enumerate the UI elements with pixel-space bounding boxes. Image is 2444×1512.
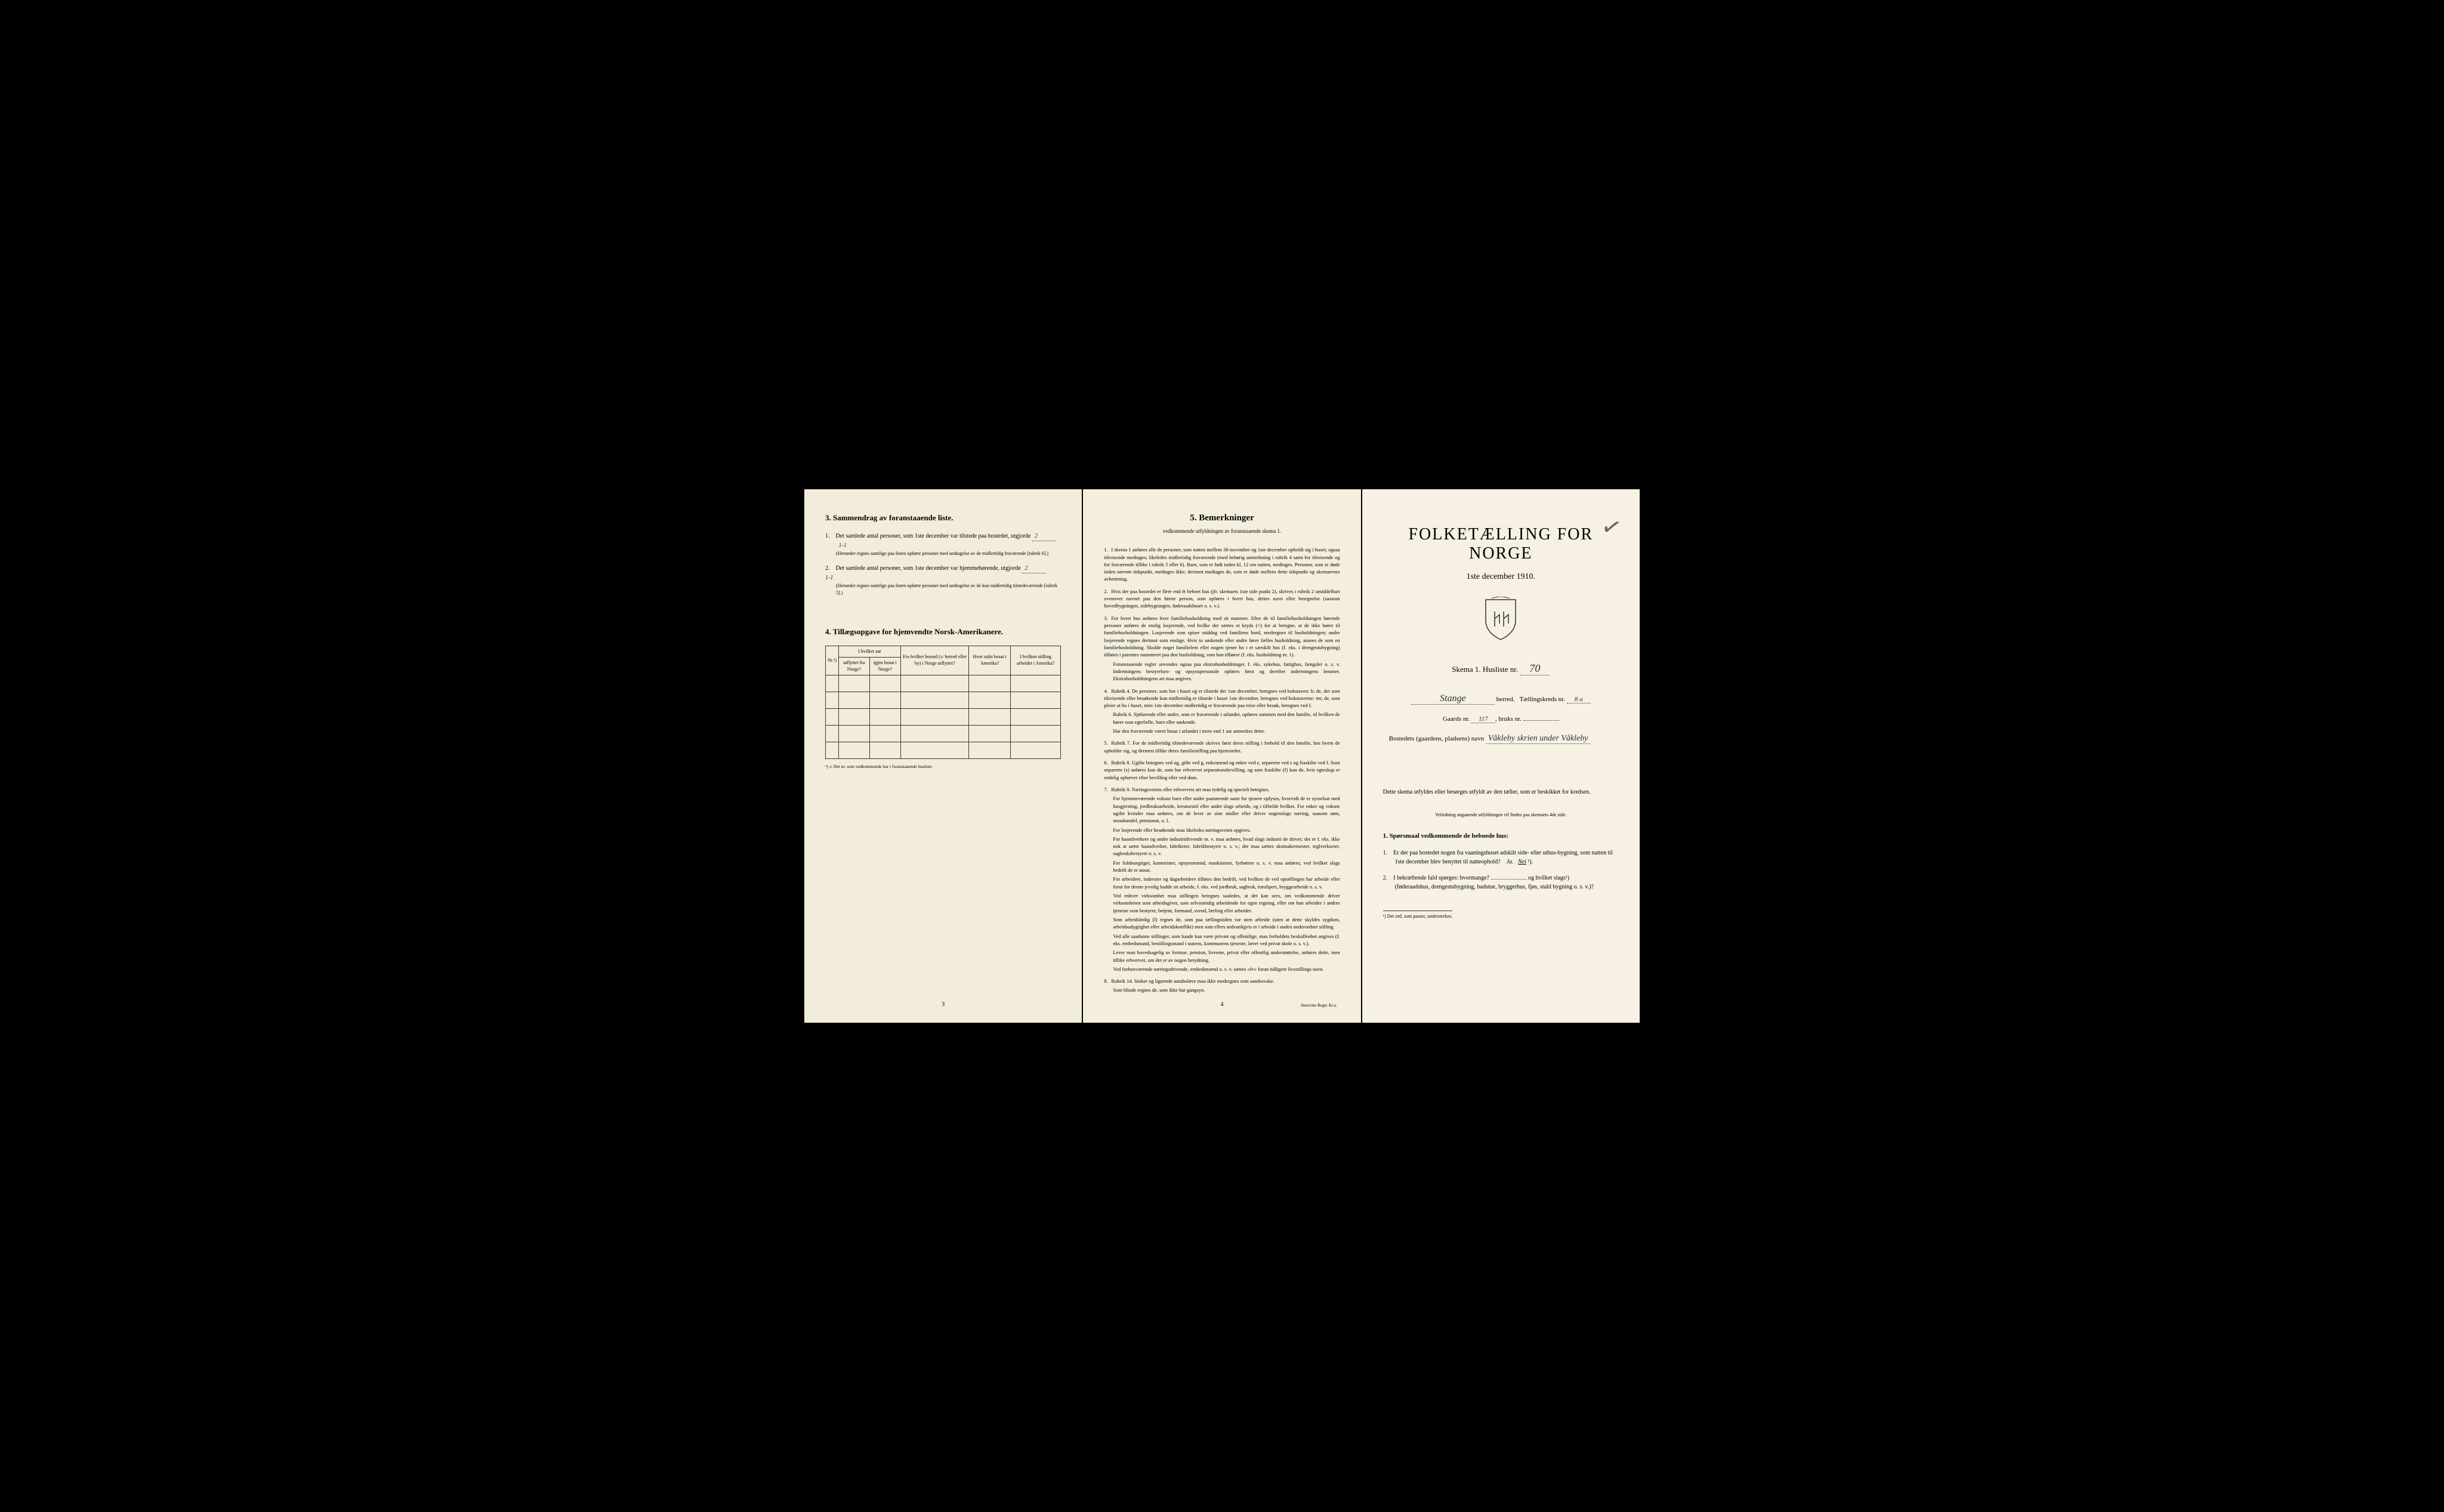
herred-line: Stange herred. Tællingskreds nr. 8 a: [1383, 693, 1619, 705]
table-row: [826, 708, 1061, 725]
item-2: 2. Det samlede antal personer, som 1ste …: [825, 564, 1061, 595]
pencil-checkmark: ✓: [1599, 511, 1625, 544]
table-footnote: ¹) ɔ: Det nr. som vedkommende har i fora…: [825, 764, 1061, 769]
addendum-table: Nr.¹) I hvilket aar Fra hvilket bosted (…: [825, 646, 1061, 759]
description-sub: Veiledning angaaende utfyldningen vil fi…: [1383, 812, 1619, 817]
q1-answer-nei: Nei: [1518, 859, 1526, 865]
item2-extra: 1-1: [825, 575, 833, 581]
table-row: [826, 675, 1061, 692]
bosted-line: Bostedets (gaardens, pladsens) navn Våkl…: [1389, 734, 1619, 744]
item2-value: 2: [1022, 564, 1046, 573]
question-2: 2. I bekræftende fald spørges: hvormange…: [1395, 874, 1619, 891]
page-number-3: 3: [942, 1001, 945, 1008]
section-5-heading: 5. Bemerkninger: [1104, 513, 1340, 523]
item-1: 1. Det samlede antal personer, som 1ste …: [825, 532, 1061, 557]
description: Dette skema utfyldes eller besørges utfy…: [1383, 788, 1619, 797]
remarks-list: 1.I skema 1 anføres alle de personer, so…: [1104, 546, 1340, 994]
date-line: 1ste december 1910.: [1383, 572, 1619, 582]
section-5-subtitle: vedkommende utfyldningen av foranstaaend…: [1104, 528, 1340, 534]
coat-of-arms-icon: [1383, 597, 1619, 644]
section-3-heading: 3. Sammendrag av foranstaaende liste.: [825, 513, 1061, 523]
table-row: [826, 742, 1061, 758]
section-4-heading: 4. Tillægsopgave for hjemvendte Norsk-Am…: [825, 627, 1061, 637]
page-number-4: 4: [1220, 1001, 1223, 1008]
item1-extra: 1-1: [839, 542, 847, 549]
question-1: 1. Er der paa bostedet nogen fra vaaning…: [1395, 848, 1619, 866]
document-spread: 3. Sammendrag av foranstaaende liste. 1.…: [804, 489, 1640, 1023]
form-line: Skema 1. Husliste nr. 70: [1383, 662, 1619, 675]
page-4: 5. Bemerkninger vedkommende utfyldningen…: [1083, 489, 1360, 1023]
page-3: 3. Sammendrag av foranstaaende liste. 1.…: [804, 489, 1082, 1023]
husliste-nr: 70: [1520, 662, 1550, 675]
title-page: ✓ FOLKETÆLLING FOR NORGE 1ste december 1…: [1362, 489, 1640, 1023]
questions-header: 1. Spørsmaal vedkommende de beboede hus:: [1383, 832, 1619, 840]
main-title: FOLKETÆLLING FOR NORGE: [1383, 525, 1619, 563]
table-row: [826, 692, 1061, 708]
table-row: [826, 725, 1061, 742]
item1-value: 2: [1032, 532, 1056, 541]
footnote: ¹) Det ord, som passer, understrekes.: [1383, 911, 1453, 919]
printer-mark: Steen'ske Bogtr. Kr.a.: [1301, 1003, 1337, 1008]
gaards-line: Gaards nr. 117, bruks nr.: [1383, 715, 1619, 723]
